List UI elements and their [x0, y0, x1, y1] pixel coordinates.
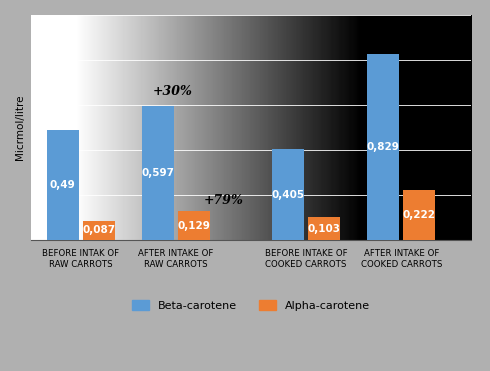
- Bar: [308, 217, 340, 240]
- Text: 0,222: 0,222: [403, 210, 436, 220]
- Legend: Beta-carotene, Alpha-carotene: Beta-carotene, Alpha-carotene: [128, 296, 374, 316]
- Text: 0,405: 0,405: [271, 190, 305, 200]
- Bar: [142, 106, 174, 240]
- Y-axis label: Micrmol/litre: Micrmol/litre: [15, 95, 25, 160]
- Text: 0,129: 0,129: [177, 221, 210, 231]
- Text: +94%: +94%: [378, 33, 418, 46]
- Text: +79%: +79%: [204, 194, 244, 207]
- Bar: [367, 53, 399, 240]
- Bar: [272, 149, 304, 240]
- Text: +30%: +30%: [153, 85, 193, 98]
- Bar: [47, 130, 78, 240]
- Bar: [83, 221, 115, 240]
- Text: 0,597: 0,597: [141, 168, 174, 178]
- Text: +87%: +87%: [429, 173, 469, 186]
- Text: 0,49: 0,49: [50, 180, 75, 190]
- Text: 0,087: 0,087: [82, 225, 115, 235]
- Text: 0,829: 0,829: [367, 142, 400, 152]
- Bar: [178, 211, 210, 240]
- Bar: [403, 190, 435, 240]
- Text: 0,103: 0,103: [308, 224, 341, 234]
